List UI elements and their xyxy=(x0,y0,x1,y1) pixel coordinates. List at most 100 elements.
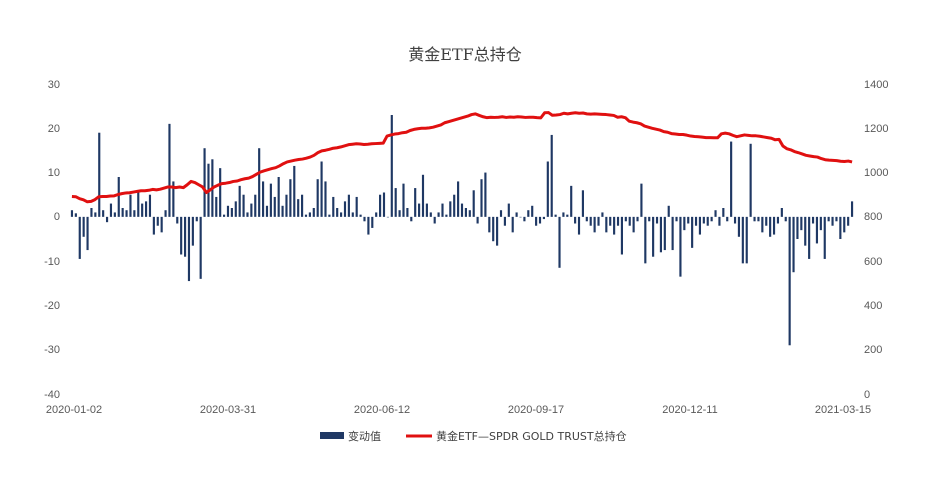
bar xyxy=(499,210,503,217)
bar xyxy=(839,216,842,239)
bar xyxy=(195,216,198,222)
x-axis: 2020-01-02 2020-03-31 2020-06-12 2020-09… xyxy=(46,404,871,416)
bar xyxy=(667,205,670,217)
bar xyxy=(566,214,569,217)
bar xyxy=(698,216,702,235)
bar xyxy=(726,216,729,222)
bar xyxy=(535,216,538,226)
bar xyxy=(616,216,620,226)
bar xyxy=(671,216,674,251)
bar xyxy=(550,134,553,217)
left-tick-label: -20 xyxy=(44,300,60,312)
bar xyxy=(223,214,226,217)
bar xyxy=(574,216,577,224)
x-tick-label: 2020-09-17 xyxy=(508,404,564,416)
bar xyxy=(250,203,253,217)
bar xyxy=(753,216,756,222)
bar xyxy=(70,210,74,217)
bar xyxy=(355,196,358,217)
bar xyxy=(176,216,179,224)
bar xyxy=(402,183,405,217)
bar xyxy=(577,216,581,235)
bar xyxy=(379,194,382,217)
bar xyxy=(546,161,549,217)
bar xyxy=(336,208,339,217)
bar xyxy=(301,194,304,217)
bar xyxy=(125,210,128,217)
bar xyxy=(141,203,144,217)
bar xyxy=(86,216,89,251)
bar xyxy=(453,194,456,217)
left-tick-label: 10 xyxy=(48,167,60,179)
bar xyxy=(343,201,347,217)
left-tick-label: 30 xyxy=(48,79,60,91)
bar xyxy=(843,216,846,233)
bar xyxy=(203,148,206,217)
bar xyxy=(308,212,311,217)
bar xyxy=(394,188,397,217)
right-tick-label: 0 xyxy=(864,389,870,401)
bar xyxy=(769,216,772,237)
bar xyxy=(655,216,659,224)
bar xyxy=(652,216,655,257)
bar xyxy=(644,216,647,264)
bar xyxy=(425,203,428,217)
bar xyxy=(468,210,471,217)
bar xyxy=(449,201,452,217)
bar xyxy=(659,216,662,253)
x-tick-label: 2020-12-11 xyxy=(662,404,717,416)
bar xyxy=(581,190,584,217)
bar xyxy=(82,216,85,237)
bar xyxy=(488,216,491,233)
bar xyxy=(304,214,308,217)
bar xyxy=(285,194,288,217)
bar xyxy=(788,216,791,346)
bar xyxy=(262,181,265,217)
bar xyxy=(183,216,187,257)
bar xyxy=(312,208,315,217)
bar xyxy=(850,201,854,217)
left-tick-label: 0 xyxy=(54,211,60,223)
bar xyxy=(507,203,510,217)
right-tick-label: 1000 xyxy=(864,167,888,179)
bar xyxy=(757,216,760,222)
bar xyxy=(74,213,77,217)
bar xyxy=(831,216,834,226)
bar-series xyxy=(70,115,854,346)
bar xyxy=(835,216,838,222)
bar xyxy=(180,216,183,255)
bar xyxy=(340,212,343,217)
bar xyxy=(503,216,506,226)
bar xyxy=(269,183,272,217)
bar xyxy=(792,216,795,273)
bar xyxy=(523,216,526,222)
bar xyxy=(78,216,81,259)
right-tick-label: 400 xyxy=(864,300,882,312)
bar xyxy=(609,216,612,226)
bar xyxy=(187,216,191,282)
bar xyxy=(710,216,713,222)
bar xyxy=(480,179,483,217)
bar xyxy=(675,216,678,222)
bar xyxy=(375,212,378,217)
bar xyxy=(464,208,467,217)
bar xyxy=(570,185,573,217)
bar xyxy=(538,216,542,224)
bar xyxy=(679,216,682,277)
bar xyxy=(129,194,132,217)
bar xyxy=(527,210,530,217)
legend-swatch-bar xyxy=(320,432,344,439)
legend: 变动值 黄金ETF—SPDR GOLD TRUST总持仓 xyxy=(320,429,627,443)
bar xyxy=(601,212,604,217)
bar xyxy=(441,203,444,217)
bar xyxy=(219,168,222,217)
bar xyxy=(745,216,748,264)
holdings-line xyxy=(71,111,853,204)
bar xyxy=(242,194,245,217)
bar xyxy=(316,179,319,217)
bar xyxy=(784,216,787,222)
legend-label-line: 黄金ETF—SPDR GOLD TRUST总持仓 xyxy=(436,429,627,443)
bar xyxy=(324,181,327,217)
bar xyxy=(386,216,389,218)
